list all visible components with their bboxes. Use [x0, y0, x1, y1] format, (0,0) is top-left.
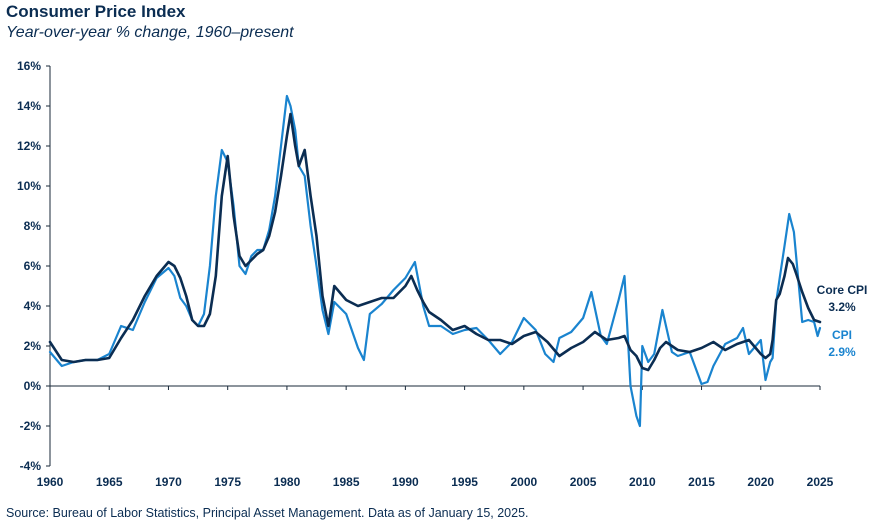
y-tick-label: 2%: [24, 339, 42, 353]
x-tick-label: 1985: [333, 475, 360, 489]
x-tick-label: 2000: [510, 475, 537, 489]
y-tick-label: 10%: [17, 179, 41, 193]
y-axis-ticks: -4% -2% 0% 2% 4% 6% 8% 10% 12% 14% 16%: [17, 59, 50, 473]
x-tick-label: 2010: [629, 475, 656, 489]
x-axis-ticks: 1960 1965 1970 1975 1980 1985 1990 1995 2000 2005…: [37, 386, 834, 489]
y-tick-label: -2%: [20, 419, 42, 433]
x-tick-label: 1970: [155, 475, 182, 489]
cpi-name-label: CPI: [832, 328, 852, 342]
x-tick-label: 2025: [807, 475, 834, 489]
y-tick-label: 8%: [24, 219, 42, 233]
series-end-labels: Core CPI 3.2% CPI 2.9%: [817, 283, 868, 359]
x-tick-label: 1990: [392, 475, 419, 489]
x-tick-label: 1980: [274, 475, 301, 489]
x-tick-label: 2020: [747, 475, 774, 489]
cpi-line-chart: -4% -2% 0% 2% 4% 6% 8% 10% 12% 14% 16% 1960 1965 197…: [17, 59, 868, 489]
x-tick-label: 2015: [688, 475, 715, 489]
core-cpi-name-label: Core CPI: [817, 283, 868, 297]
y-tick-label: 6%: [24, 259, 42, 273]
x-tick-label: 1995: [451, 475, 478, 489]
core-cpi-value-label: 3.2%: [828, 300, 856, 314]
y-tick-label: 0%: [24, 379, 42, 393]
y-tick-label: 4%: [24, 299, 42, 313]
x-tick-label: 1975: [214, 475, 241, 489]
y-tick-label: 16%: [17, 59, 41, 73]
x-tick-label: 2005: [570, 475, 597, 489]
cpi-value-label: 2.9%: [828, 345, 856, 359]
chart-title: Consumer Price Index: [6, 2, 186, 21]
y-tick-label: -4%: [20, 459, 42, 473]
y-tick-label: 14%: [17, 99, 41, 113]
x-tick-label: 1960: [37, 475, 64, 489]
y-tick-label: 12%: [17, 139, 41, 153]
chart-series: [48, 94, 822, 428]
chart-subtitle: Year-over-year % change, 1960–present: [6, 24, 294, 41]
x-tick-label: 1965: [96, 475, 123, 489]
core-cpi-line: [48, 112, 822, 372]
cpi-line: [48, 94, 822, 428]
source-note: Source: Bureau of Labor Statistics, Prin…: [6, 506, 529, 520]
